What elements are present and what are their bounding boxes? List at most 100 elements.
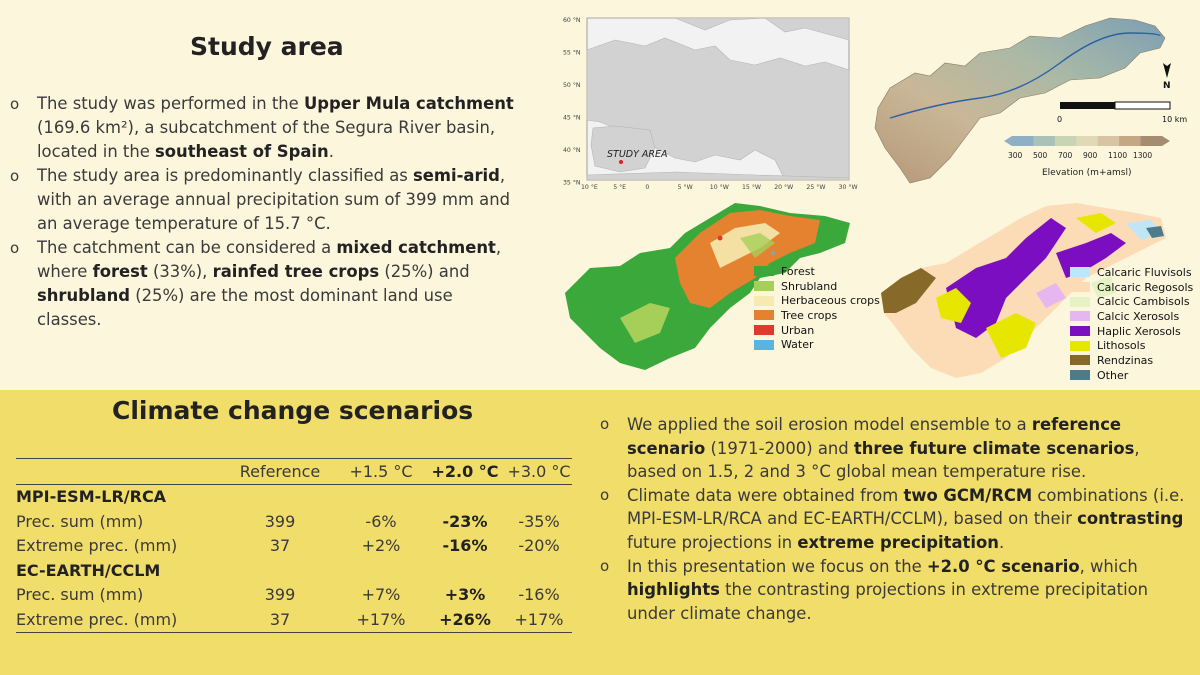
bullet-text: We applied the soil erosion model ensemb… [627,415,1032,434]
bullet-emphasis: southeast of Spain [155,142,329,161]
table-header-row: Reference +1.5 °C +2.0 °C +3.0 °C [16,458,572,485]
bullet-item: Climate data were obtained from two GCM/… [600,484,1185,555]
bullet-item: The study was performed in the Upper Mul… [10,92,520,164]
legend-item: Lithosols [1070,338,1193,353]
model-name: MPI-ESM-LR/RCA [16,487,167,507]
legend-item: Calcic Cambisols [1070,294,1193,309]
latitude-label: 60 °N [563,16,581,24]
latitude-label: 35 °N [563,179,581,187]
table-cell: -23% [442,511,488,531]
table-cell: +7% [361,585,401,605]
elevation-title: Elevation (m+amsl) [1042,168,1131,178]
legend-label: Haplic Xerosols [1097,324,1181,338]
landuse-legend: Forest Shrubland Herbaceous crops Tree crop… [754,264,880,352]
study-area-bullets: The study was performed in the Upper Mul… [10,92,520,332]
bullet-emphasis: three future climate scenarios [853,438,1135,458]
table-cell: 399 [264,511,296,531]
legend-label: Tree crops [781,308,838,322]
bullet-emphasis: extreme precipitation [797,532,999,552]
longitude-label: 5 °E [613,183,626,191]
table-cell: +3% [444,585,486,605]
bullet-item: We applied the soil erosion model ensemb… [600,413,1185,484]
row-label: Extreme prec. (mm) [16,607,222,633]
bullet-emphasis: two GCM/RCM [903,485,1033,505]
bullet-text: combinations (i.e. MPI-ESM-LR/RCA and EC… [627,485,1185,529]
latitude-label: 45 °N [563,114,581,122]
legend-label: Lithosols [1097,339,1146,353]
longitude-label: 25 °W [806,183,825,191]
legend-swatch [754,339,774,350]
longitude-label: 10 °E [581,183,598,191]
colorbar-segment [1119,136,1142,146]
elevation-map: N 0 10 km 300 500 700 900 1100 1300 Elevation… [874,17,1187,184]
legend-swatch [1070,282,1090,293]
legend-swatch [754,281,774,292]
table-row: Extreme prec. (mm) 37 +17% +26% +17% [16,607,572,633]
bullet-text: , based on 1.5, 2 and 3 °C global mean t… [627,438,1140,482]
bullet-emphasis: highlights [627,580,720,600]
bullet-emphasis: semi-arid [413,166,500,185]
table-cell: -6% [365,511,397,531]
table-group-row: MPI-ESM-LR/RCA [16,484,572,509]
legend-label: Other [1097,368,1129,382]
elevation-colorbar [1004,136,1170,146]
table-cell: -16% [442,536,488,556]
legend-item: Herbaceous crops [754,293,880,308]
study-area-title: Study area [190,32,344,61]
legend-label: Forest [781,264,815,278]
legend-item: Urban [754,323,880,338]
europe-location-map: STUDY AREA 60 °N 55 °N 50 °N 45 °N 40 °N 35 °… [563,16,858,191]
elevation-tick: 500 [1033,151,1048,160]
table-header: +2.0 °C [424,458,506,485]
table-group-row: EC-EARTH/CCLM [16,558,572,583]
dem-catchment-shape [874,17,1166,184]
bullet-emphasis: contrasting [1077,509,1184,529]
table-cell: +2% [361,536,401,556]
legend-item: Calcaric Regosols [1070,280,1193,295]
study-area-panel: Study area The study was performed in th… [0,0,1200,390]
latitude-label: 55 °N [563,49,581,57]
table-cell: +26% [424,607,506,633]
legend-swatch [754,295,774,306]
latitude-label: 40 °N [563,146,581,154]
model-name: EC-EARTH/CCLM [16,560,161,580]
bullet-emphasis: forest [92,262,148,281]
legend-swatch [1070,355,1090,366]
north-arrow-icon [1163,63,1171,78]
latitude-label: 50 °N [563,81,581,89]
colorbar-segment [1076,136,1099,146]
table-header: +1.5 °C [338,458,424,485]
colorbar-segment [1140,136,1163,146]
legend-item: Calcic Xerosols [1070,309,1193,324]
bullet-emphasis: +2.0 °C scenario [926,556,1080,576]
bullet-text: The study area is predominantly classifi… [37,166,414,185]
longitude-label: 5 °W [678,183,693,191]
scenario-table: Reference +1.5 °C +2.0 °C +3.0 °C MPI-ES… [16,458,572,633]
bullet-emphasis: mixed catchment [336,238,496,257]
bullet-text: , with an average annual precipitation s… [37,166,511,233]
table-row: Prec. sum (mm) 399 -6% -23% -35% [16,509,572,534]
elevation-tick: 700 [1058,151,1073,160]
table-cell: -20% [518,536,560,556]
bullet-text: future projections in [627,532,798,552]
scale-label-10: 10 km [1162,115,1187,124]
table-row: Prec. sum (mm) 399 +7% +3% -16% [16,583,572,608]
legend-label: Water [781,338,814,352]
bullet-text: the contrasting projections in extreme p… [627,580,1149,623]
elevation-tick: 300 [1008,151,1023,160]
bullet-text: In this presentation we focus on the [627,556,927,576]
table-row: Extreme prec. (mm) 37 +2% -16% -20% [16,534,572,559]
bullet-emphasis: Upper Mula catchment [303,94,514,113]
legend-swatch [1070,340,1090,351]
longitude-label: 15 °W [742,183,761,191]
longitude-label: 10 °W [710,183,729,191]
row-label: Prec. sum (mm) [16,511,144,531]
longitude-label: 20 °W [774,183,793,191]
bullet-emphasis: rainfed tree crops [212,262,380,281]
colorbar-segment [1054,136,1077,146]
bullet-text: (33%), [147,262,213,281]
scale-bar [1060,102,1115,109]
elevation-tick: 1100 [1108,151,1127,160]
legend-swatch [1070,311,1090,322]
bullet-emphasis: reference scenario [627,415,1122,458]
